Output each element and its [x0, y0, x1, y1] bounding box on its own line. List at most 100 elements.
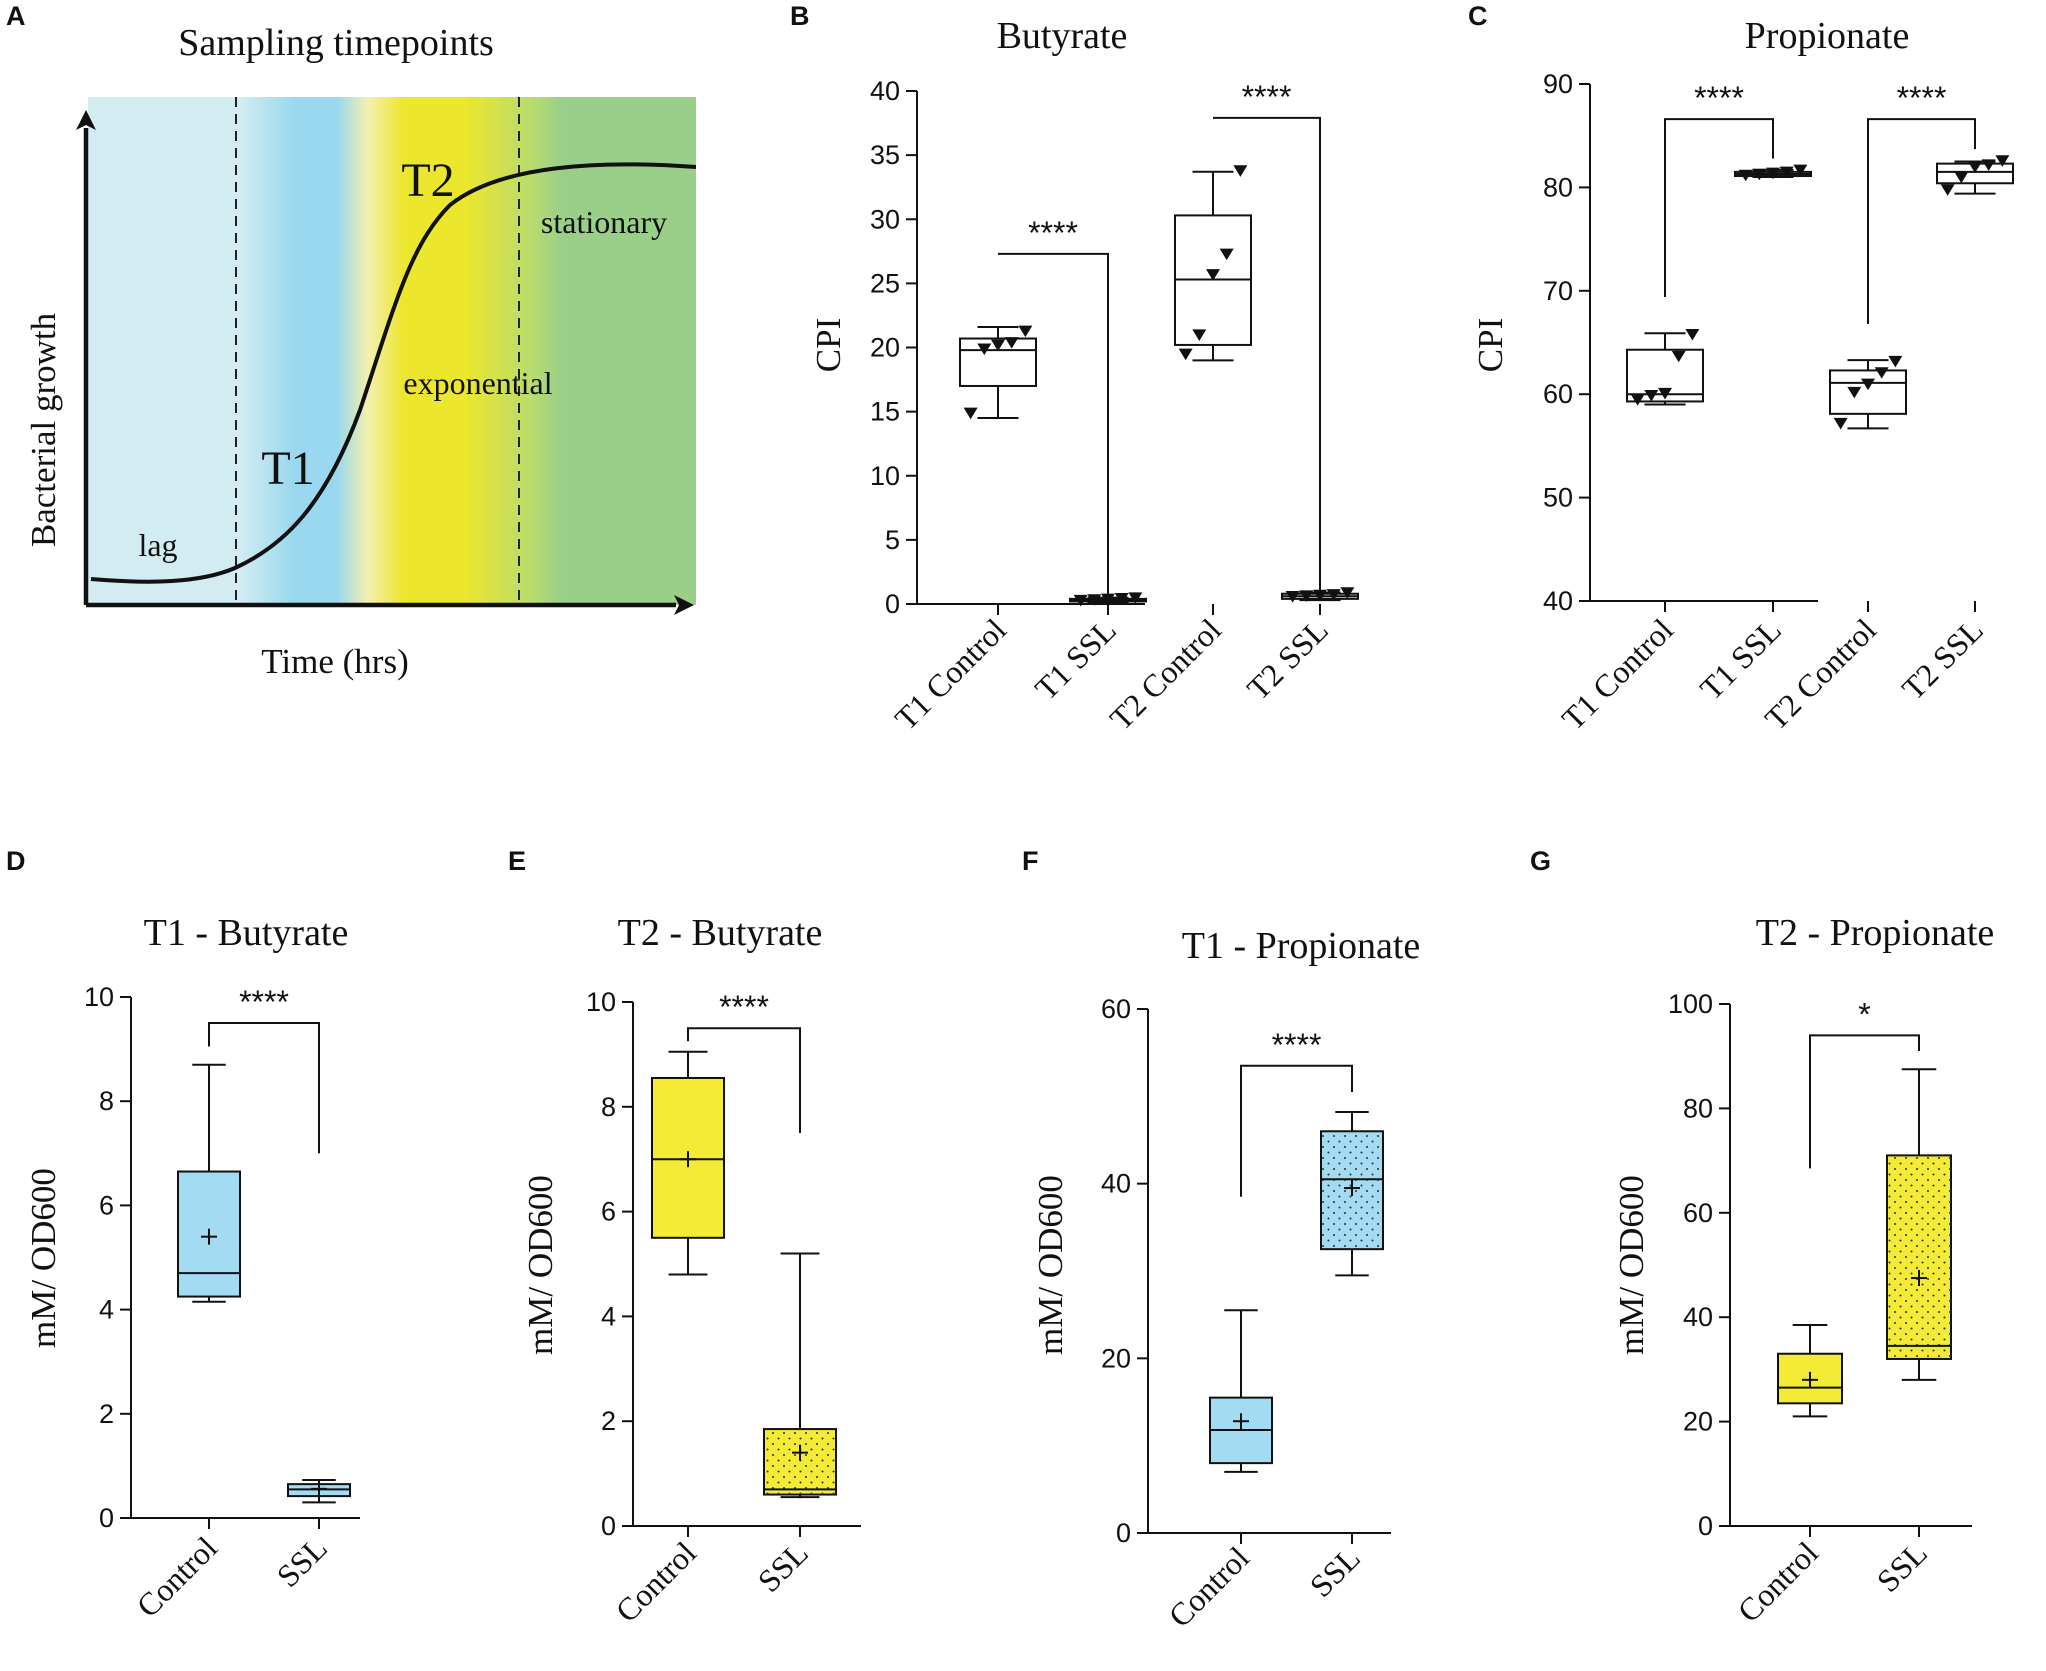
phase-label-lag: lag	[138, 527, 177, 563]
data-point	[1004, 337, 1019, 349]
y-tick-label: 60	[1543, 379, 1573, 409]
data-point	[1940, 184, 1955, 196]
data-point	[1995, 155, 2010, 167]
y-tick-label: 0	[885, 589, 900, 619]
data-point	[1630, 394, 1645, 406]
box-dot-pattern	[1887, 1155, 1951, 1359]
chart-title: T2 - Propionate	[1756, 912, 1995, 954]
timepoint-label-t1: T1	[261, 442, 314, 495]
data-point	[1752, 168, 1767, 181]
y-axis-label: mM/ OD600	[521, 1175, 560, 1355]
panel-a-ylabel: Bacterial growth	[24, 312, 63, 547]
data-point	[1779, 166, 1794, 179]
x-category-label: SSL	[270, 1529, 334, 1593]
data-point	[1833, 417, 1848, 430]
x-category-label: T1 SSL	[1028, 611, 1123, 706]
y-tick-label: 0	[601, 1511, 616, 1541]
data-point	[1793, 164, 1808, 177]
y-tick-label: 15	[870, 397, 900, 427]
y-tick-label: 20	[870, 333, 900, 363]
data-point	[1313, 589, 1327, 602]
data-point	[1644, 389, 1659, 402]
x-category-label: Control	[1730, 1534, 1825, 1629]
y-tick-label: 4	[601, 1301, 616, 1331]
data-point	[1888, 355, 1903, 368]
y-tick-label: 30	[870, 204, 900, 234]
data-point	[1954, 171, 1969, 184]
significance-bracket	[998, 252, 1109, 594]
y-tick-label: 2	[601, 1406, 616, 1436]
data-point	[1192, 329, 1207, 341]
significance-label: ****	[239, 984, 289, 1020]
y-tick-label: 50	[1543, 483, 1573, 513]
y-tick-label: 6	[99, 1190, 114, 1220]
data-point	[1087, 594, 1102, 606]
y-tick-label: 8	[601, 1092, 616, 1122]
data-point	[1128, 592, 1143, 604]
x-category-label: Control	[608, 1534, 703, 1629]
x-category-label: Control	[1161, 1539, 1256, 1634]
significance-label: ****	[1272, 1027, 1322, 1063]
x-category-label: T1 SSL	[1693, 611, 1788, 706]
data-point	[1766, 167, 1780, 180]
y-tick-label: 100	[1668, 989, 1713, 1019]
data-point	[1101, 593, 1115, 606]
x-category-label: SSL	[1870, 1534, 1934, 1598]
chart-title: T2 - Butyrate	[618, 912, 823, 954]
t1-propionate-chart: T1 - Propionate mM/ OD600 0 20 40 60 Control SS…	[1031, 925, 1420, 1634]
panel-letter-g: G	[1530, 846, 1551, 876]
data-point	[1861, 378, 1875, 391]
panel-letter-d: D	[6, 846, 26, 876]
y-tick-label: 10	[586, 987, 616, 1017]
propionate-cpi-chart: Propionate CPI 40 50 60 70 80 90 T1 Control T1 SS…	[1471, 15, 2014, 737]
x-category-label: SSL	[751, 1534, 815, 1598]
x-category-label: Control	[129, 1529, 224, 1624]
y-tick-label: 0	[1698, 1511, 1713, 1541]
panel-letter-b: B	[790, 1, 810, 31]
significance-label: ****	[1694, 80, 1744, 116]
significance-bracket	[1809, 1034, 1920, 1169]
y-axis-label: mM/ OD600	[1031, 1175, 1070, 1355]
t2-butyrate-chart: T2 - Butyrate mM/ OD600 0 2 4 6 8 10 Control SSL *…	[521, 912, 861, 1629]
y-tick-label: 35	[870, 140, 900, 170]
data-point	[1968, 161, 1982, 174]
significance-bracket	[1664, 118, 1774, 298]
data-point	[1114, 592, 1129, 605]
y-tick-label: 40	[1683, 1302, 1713, 1332]
y-tick-label: 80	[1543, 172, 1573, 202]
significance-label: ****	[1028, 215, 1078, 251]
significance-label: ****	[719, 989, 769, 1025]
x-category-label: T2 SSL	[1895, 611, 1990, 706]
y-axis-label: mM/ OD600	[24, 1168, 63, 1348]
data-point	[1233, 165, 1248, 177]
data-point	[1073, 594, 1088, 607]
growth-curve	[90, 162, 697, 584]
box-iqr	[1829, 369, 1907, 415]
significance-label: ****	[1897, 80, 1947, 116]
x-category-label: T2 SSL	[1240, 611, 1335, 706]
panel-letter-e: E	[508, 846, 526, 876]
data-point	[1671, 350, 1686, 363]
t1-butyrate-chart: T1 - Butyrate mM/ OD600 0 2 4 6 8 10 Control SSL *…	[24, 912, 360, 1624]
data-point	[1178, 348, 1193, 361]
y-axis-label: CPI	[1471, 318, 1510, 372]
data-point	[977, 343, 992, 356]
panel-letter-c: C	[1468, 1, 1488, 31]
data-point	[1874, 367, 1889, 379]
data-point	[1219, 248, 1234, 261]
y-tick-label: 60	[1101, 994, 1131, 1024]
data-point	[1299, 590, 1314, 602]
significance-bracket	[1213, 116, 1321, 592]
data-point	[1981, 159, 1996, 171]
data-point	[963, 407, 978, 420]
y-axis-label: mM/ OD600	[1612, 1175, 1651, 1355]
chart-title: Propionate	[1745, 15, 1910, 57]
growth-phase-background	[88, 97, 696, 605]
significance-bracket	[1240, 1064, 1353, 1197]
x-category-label: T1 Control	[888, 611, 1013, 736]
data-point	[1285, 591, 1300, 603]
significance-bracket	[208, 1022, 320, 1154]
data-point	[991, 339, 1005, 352]
data-point	[1018, 325, 1033, 338]
